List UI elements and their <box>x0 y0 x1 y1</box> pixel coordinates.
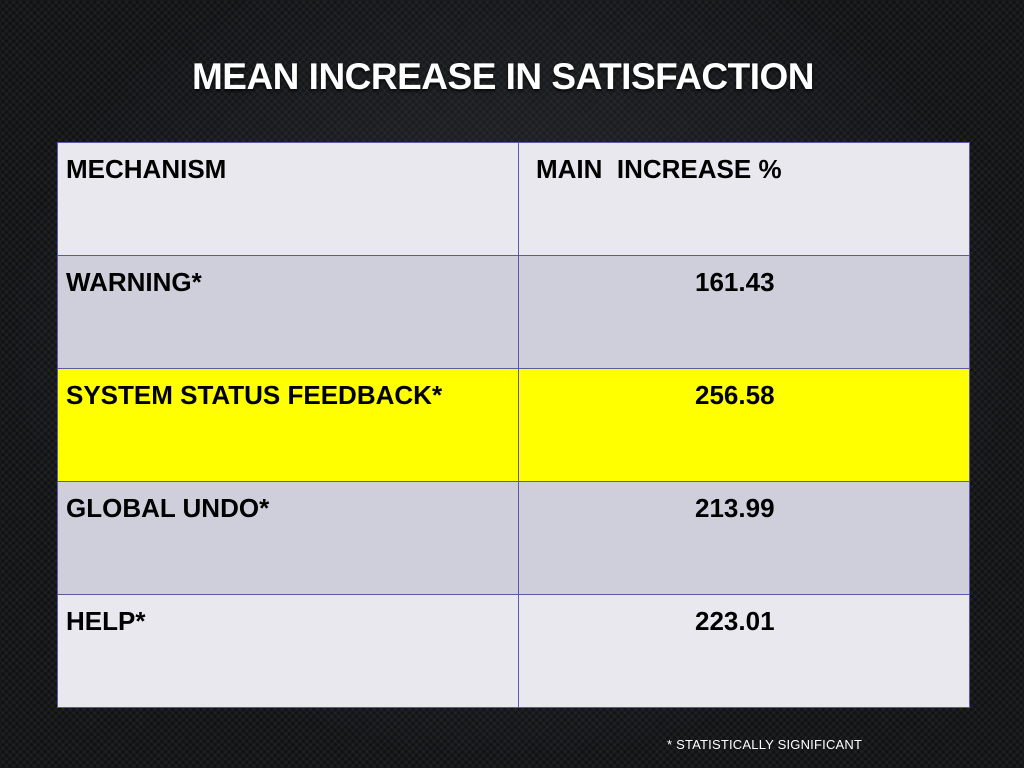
header-main-increase: MAIN INCREASE % <box>518 142 970 256</box>
increase-value-cell: 213.99 <box>518 481 970 595</box>
table-row: WARNING* 161.43 <box>57 255 970 369</box>
increase-value-cell: 223.01 <box>518 594 970 708</box>
mechanism-cell: HELP* <box>57 594 519 708</box>
mechanism-cell: SYSTEM STATUS FEEDBACK* <box>57 368 519 482</box>
table-header-row: MECHANISM MAIN INCREASE % <box>57 142 970 256</box>
satisfaction-table: MECHANISM MAIN INCREASE % WARNING* 161.4… <box>57 142 970 708</box>
statistical-significance-footnote: * STATISTICALLY SIGNIFICANT <box>667 737 863 752</box>
increase-value-cell: 161.43 <box>518 255 970 369</box>
mechanism-cell: WARNING* <box>57 255 519 369</box>
table-row: HELP* 223.01 <box>57 594 970 708</box>
table-row: GLOBAL UNDO* 213.99 <box>57 481 970 595</box>
slide-title: MEAN INCREASE IN SATISFACTION <box>191 56 815 97</box>
increase-value-cell: 256.58 <box>518 368 970 482</box>
header-mechanism: MECHANISM <box>57 142 519 256</box>
mechanism-cell: GLOBAL UNDO* <box>57 481 519 595</box>
table-row-highlighted: SYSTEM STATUS FEEDBACK* 256.58 <box>57 368 970 482</box>
